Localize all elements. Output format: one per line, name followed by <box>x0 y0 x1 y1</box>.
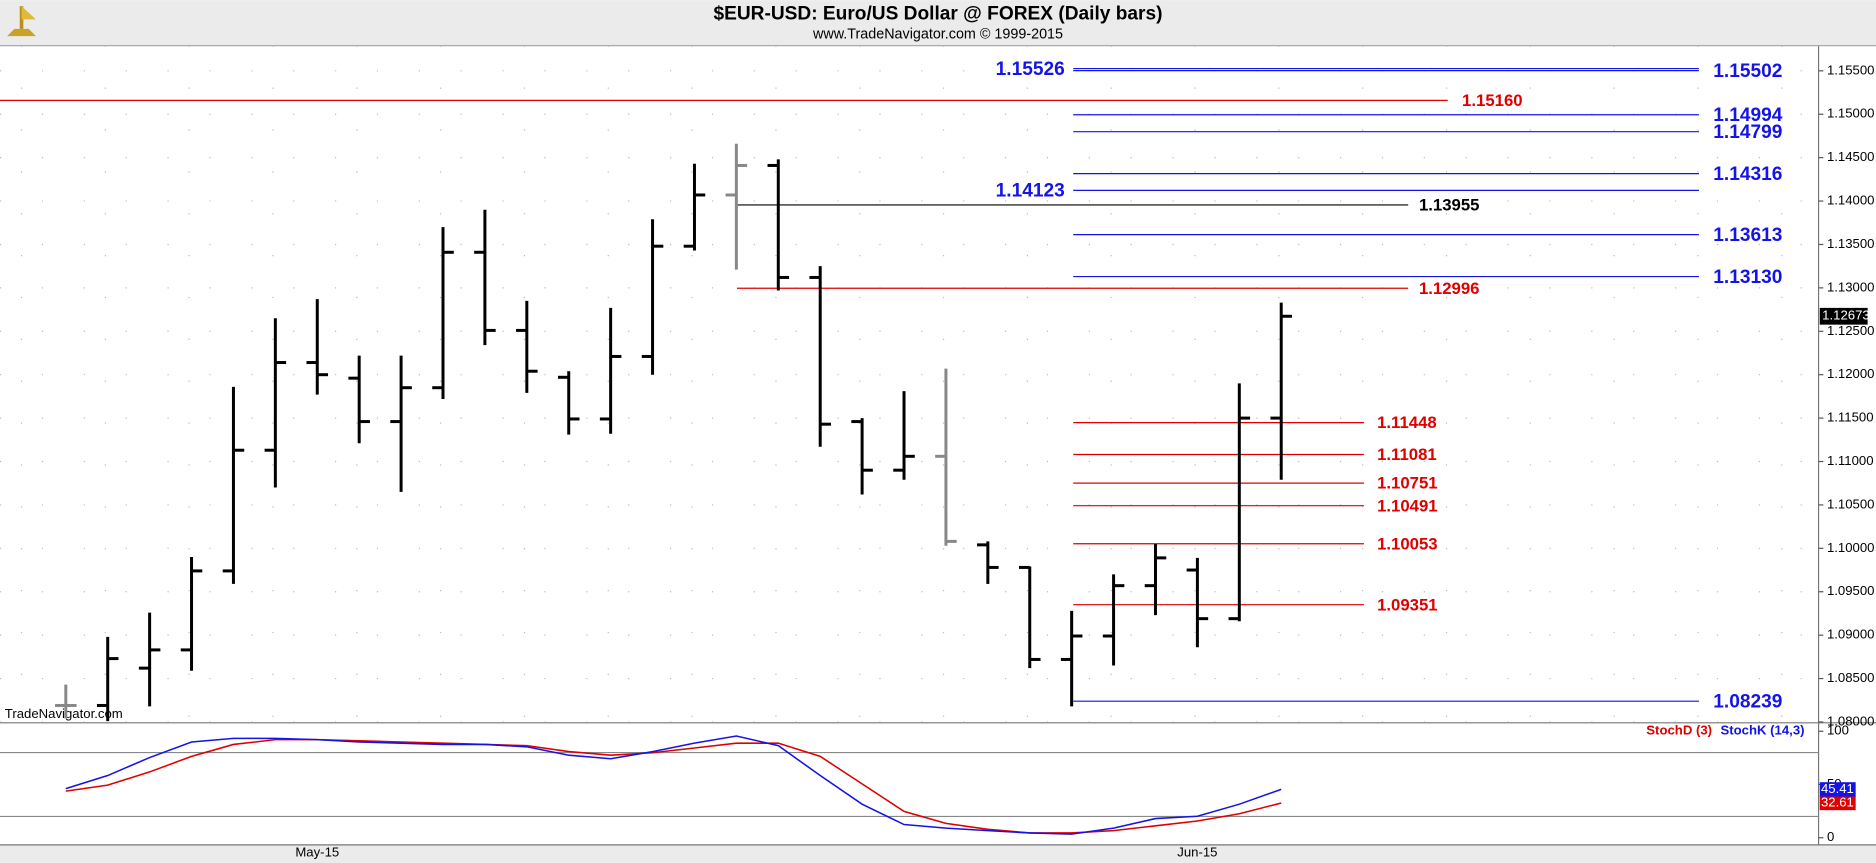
y-tick-label: 1.14000 <box>1827 193 1875 208</box>
y-tick-label: 1.09000 <box>1827 627 1875 642</box>
last-price-label: 1.12673 <box>1822 308 1870 323</box>
level-label: 1.15502 <box>1713 61 1782 82</box>
legend-entry: StochK (14,3) <box>1720 723 1804 738</box>
level-label: 1.11081 <box>1377 445 1437 464</box>
level-label: 1.11448 <box>1377 413 1437 432</box>
level-label: 1.10751 <box>1377 474 1438 493</box>
level-label: 1.12996 <box>1419 279 1480 298</box>
y-tick-label: 1.11000 <box>1827 453 1874 468</box>
y-tick-label: 1.12000 <box>1827 366 1875 381</box>
stoch-last-label: 45.41 <box>1821 781 1854 796</box>
level-label: 1.14123 <box>996 181 1065 202</box>
level-label: 1.10053 <box>1377 534 1438 553</box>
legend-entry: StochD (3) <box>1646 723 1712 738</box>
level-label: 1.15160 <box>1462 91 1523 110</box>
header-bg <box>0 0 1876 46</box>
y-tick-label: 1.11500 <box>1827 410 1874 425</box>
level-label: 1.15526 <box>996 59 1065 80</box>
level-label: 1.14316 <box>1713 164 1782 185</box>
y-tick-label: 1.10000 <box>1827 540 1875 555</box>
logo <box>7 6 36 37</box>
y-tick-label: 1.14500 <box>1827 149 1875 164</box>
logo-sail <box>21 6 36 20</box>
chart-subtitle: www.TradeNavigator.com © 1999-2015 <box>812 27 1063 43</box>
level-label: 1.13130 <box>1713 267 1782 288</box>
stoch-tick-label: 0 <box>1827 829 1834 844</box>
x-tick-label: Jun-15 <box>1177 845 1217 860</box>
y-tick-label: 1.13500 <box>1827 236 1875 251</box>
y-tick-label: 1.08500 <box>1827 670 1875 685</box>
level-label: 1.13955 <box>1419 196 1480 215</box>
y-tick-label: 1.15500 <box>1827 62 1875 77</box>
y-tick-label: 1.10500 <box>1827 496 1875 511</box>
level-label: 1.13613 <box>1713 225 1782 246</box>
stoch-last-label: 32.61 <box>1821 794 1854 809</box>
y-tick-label: 1.15000 <box>1827 106 1875 121</box>
y-tick-label: 1.09500 <box>1827 583 1875 598</box>
watermark: TradeNavigator.com <box>5 706 123 721</box>
logo-base <box>7 28 36 37</box>
y-tick-label: 1.12500 <box>1827 323 1875 338</box>
chart-title: $EUR-USD: Euro/US Dollar @ FOREX (Daily … <box>713 4 1162 25</box>
x-tick-label: May-15 <box>295 845 339 860</box>
x-axis-bg <box>0 844 1876 863</box>
stoch-last-box <box>1819 782 1856 797</box>
level-label: 1.08239 <box>1713 691 1782 712</box>
stoch-tick-label: 100 <box>1827 723 1849 738</box>
level-label: 1.14994 <box>1713 105 1782 126</box>
level-label: 1.14799 <box>1713 122 1782 143</box>
stoch-line <box>65 735 1282 835</box>
last-price-box <box>1819 307 1868 325</box>
level-label: 1.09351 <box>1377 595 1438 614</box>
y-tick-label: 1.08000 <box>1827 713 1875 728</box>
y-tick-label: 1.13000 <box>1827 279 1875 294</box>
axis-bg <box>1818 45 1876 845</box>
plot-bg <box>0 45 1819 845</box>
stoch-last-box <box>1819 795 1856 811</box>
level-label: 1.10491 <box>1377 496 1438 515</box>
